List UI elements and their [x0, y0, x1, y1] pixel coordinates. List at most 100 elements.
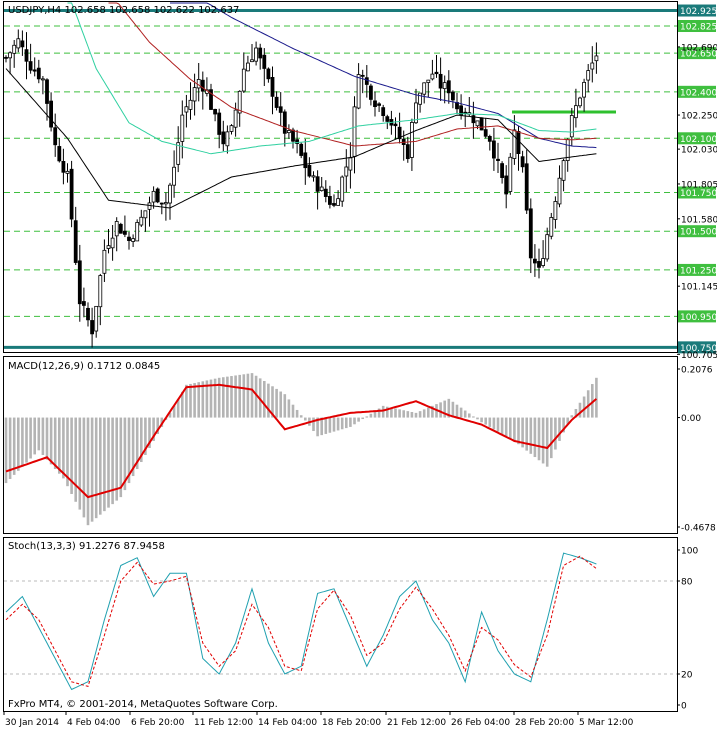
candle-body — [491, 140, 496, 159]
candle-body — [450, 91, 455, 101]
macd-histogram-bar — [197, 382, 200, 418]
candle-body — [20, 40, 25, 48]
stoch-axis-label: 80 — [681, 578, 693, 588]
candle-body — [209, 89, 213, 110]
macd-histogram-bar — [353, 417, 356, 425]
macd-histogram-bar — [201, 381, 205, 418]
level-tag-102.400 — [678, 85, 716, 98]
macd-histogram-bar — [373, 411, 377, 418]
candle-body — [258, 47, 263, 59]
time-axis: 30 Jan 2014 4 Feb 04:00 6 Feb 20:00 11 Feb … — [3, 711, 634, 728]
candle-body — [409, 122, 414, 158]
macd-histogram-bar — [591, 384, 594, 418]
macd-histogram-bar — [222, 377, 225, 418]
moving-averages — [5, 2, 597, 209]
candle-body — [545, 234, 550, 260]
candle-body — [360, 74, 365, 77]
time-label: 6 Feb 20:00 — [131, 718, 185, 728]
time-label: 30 Jan 2014 — [5, 718, 59, 728]
candle-body — [561, 160, 566, 181]
macd-histogram-bar — [70, 417, 73, 494]
macd-histogram-bar — [414, 412, 418, 418]
candle-body — [319, 186, 324, 192]
candle-body — [344, 166, 349, 177]
macd-histogram-bar — [287, 399, 291, 418]
price-label: 101.580 — [681, 215, 717, 225]
level-tag-100.750 — [678, 341, 716, 354]
stochastic-indicator: 100 80 20 0 — [4, 547, 698, 712]
macd-histogram-bar — [119, 417, 123, 498]
macd-histogram-bar — [345, 417, 348, 429]
macd-histogram-bar — [418, 411, 422, 418]
candle-body — [332, 203, 336, 206]
macd-histogram-bar — [480, 417, 483, 423]
candle-body — [36, 67, 41, 80]
stoch-panel-frame — [3, 537, 678, 712]
candle-body — [533, 258, 537, 264]
macd-histogram-bar — [402, 410, 405, 418]
level-tag-text: 102.925 — [680, 7, 717, 17]
candle-body — [241, 68, 246, 92]
level-tag-102.100 — [678, 132, 716, 145]
macd-histogram-bar — [496, 417, 500, 432]
candle-body — [82, 301, 86, 306]
macd-histogram-bar — [62, 417, 65, 479]
candle-body — [65, 170, 70, 174]
macd-histogram-bar — [529, 417, 533, 454]
macd-histogram-bar — [558, 417, 561, 441]
candle-body — [69, 168, 74, 220]
macd-histogram-bar — [299, 415, 303, 418]
macd-histogram-bar — [586, 390, 590, 418]
candle-body — [266, 68, 271, 80]
candle-body — [418, 92, 423, 105]
macd-axis-label: -0.4678 — [681, 524, 716, 534]
candle-body — [147, 202, 152, 210]
level-tag-text: 101.250 — [680, 266, 717, 276]
macd-histogram-bar — [283, 394, 287, 418]
macd-histogram-bar — [476, 417, 479, 420]
macd-histogram-bar — [103, 417, 106, 512]
macd-histogram-bar — [144, 417, 147, 455]
candle-body — [188, 99, 193, 110]
level-tag-text: 100.950 — [680, 313, 717, 323]
candle-body — [221, 131, 226, 145]
candle-body — [574, 105, 578, 119]
ma-navy-line — [170, 2, 597, 149]
macd-histogram-bar — [234, 375, 237, 418]
candle-body — [299, 143, 304, 156]
candle-body — [229, 125, 234, 132]
candle-body — [295, 139, 300, 144]
candle-body — [336, 198, 341, 206]
macd-histogram-bar — [213, 378, 217, 418]
candle-body — [172, 166, 177, 186]
macd-histogram-bar — [398, 409, 401, 418]
macd-histogram-bar — [205, 380, 209, 418]
price-label: 102.030 — [681, 146, 717, 156]
candle-body — [139, 216, 144, 226]
macd-histogram-bar — [74, 417, 77, 502]
macd-histogram-bar — [320, 417, 323, 436]
macd-panel-header: MACD(12,26,9) 0.1712 0.0845 — [8, 361, 160, 372]
macd-histogram-bar — [78, 417, 82, 510]
macd-histogram-bar — [304, 417, 307, 421]
macd-histogram-bar — [533, 417, 537, 458]
candle-body — [512, 129, 517, 159]
macd-histogram-bar — [484, 417, 487, 425]
macd-histogram-bar — [246, 373, 250, 418]
macd-histogram-bar — [86, 417, 90, 526]
macd-histogram-bar — [537, 417, 541, 461]
macd-histogram-bar — [107, 417, 110, 508]
macd-histogram-bar — [504, 417, 508, 437]
macd-histogram-bar — [181, 391, 184, 418]
macd-histogram-bar — [267, 383, 270, 418]
macd-histogram-bar — [562, 417, 565, 433]
level-tag-text: 102.400 — [680, 88, 717, 98]
macd-histogram-bar — [459, 407, 463, 418]
candle-body — [594, 55, 599, 62]
candle-body — [86, 307, 90, 321]
candle-body — [438, 73, 443, 89]
macd-histogram-bar — [172, 405, 176, 418]
price-label: 102.250 — [681, 112, 717, 122]
level-tag-101.250 — [678, 263, 716, 276]
